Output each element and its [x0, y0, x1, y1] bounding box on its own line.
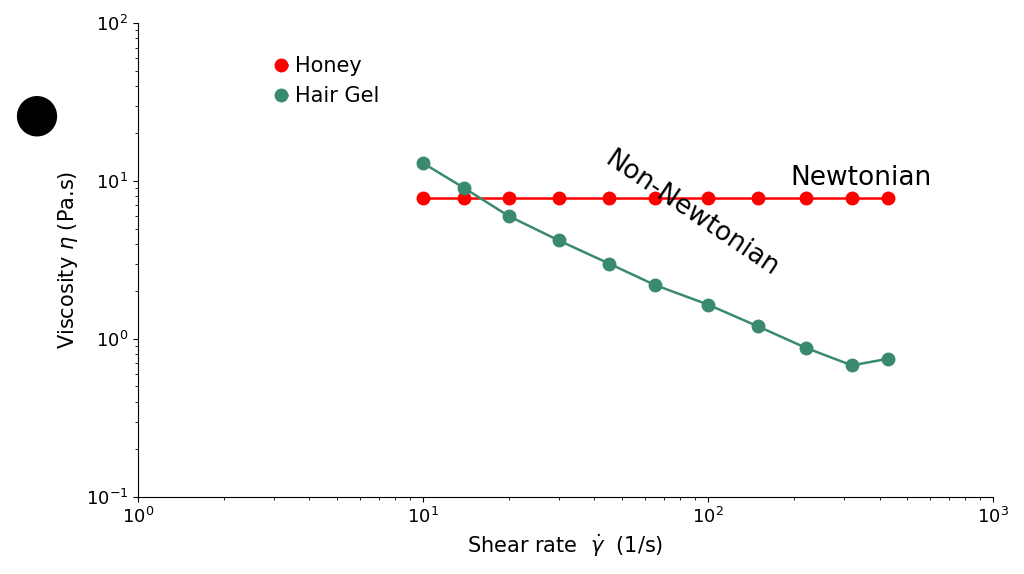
Honey [603, 195, 615, 201]
Hair Gel [701, 301, 714, 308]
Honey [701, 195, 714, 201]
Hair Gel [752, 323, 764, 330]
Honey [417, 195, 429, 201]
Line: Hair Gel: Hair Gel [417, 157, 895, 371]
Honey [648, 195, 660, 201]
Hair Gel [459, 185, 471, 192]
Honey [800, 195, 812, 201]
Hair Gel [603, 260, 615, 267]
Hair Gel [846, 362, 858, 369]
Hair Gel [648, 281, 660, 288]
Hair Gel [553, 237, 565, 244]
Hair Gel [800, 344, 812, 351]
Legend: Honey, Hair Gel: Honey, Hair Gel [268, 48, 388, 115]
Honey [503, 195, 515, 201]
Text: ●: ● [13, 89, 58, 141]
Y-axis label: Viscosity $\eta$ (Pa.s): Viscosity $\eta$ (Pa.s) [56, 171, 80, 349]
Text: Non-Newtonian: Non-Newtonian [600, 147, 783, 282]
Line: Honey: Honey [417, 192, 895, 204]
Text: Newtonian: Newtonian [791, 165, 932, 191]
X-axis label: Shear rate  $\dot{\gamma}$  (1/s): Shear rate $\dot{\gamma}$ (1/s) [467, 532, 664, 559]
Hair Gel [417, 160, 429, 166]
Hair Gel [883, 355, 895, 362]
Honey [459, 195, 471, 201]
Honey [752, 195, 764, 201]
Hair Gel [503, 212, 515, 219]
Honey [553, 195, 565, 201]
Honey [846, 195, 858, 201]
Honey [883, 195, 895, 201]
